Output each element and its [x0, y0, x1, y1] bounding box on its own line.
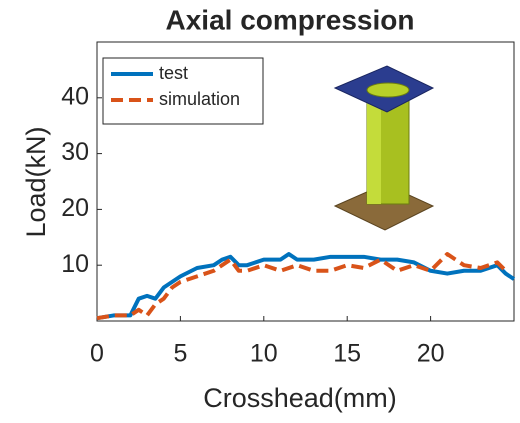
x-tick-label: 20	[417, 340, 445, 368]
data-line	[97, 254, 506, 318]
data-line	[97, 254, 514, 318]
x-tick-label: 10	[250, 340, 278, 368]
inset-model	[335, 66, 433, 230]
x-tick-label: 0	[90, 340, 104, 368]
chart-title: Axial compression	[166, 4, 415, 35]
x-tick-label: 5	[173, 340, 187, 368]
x-axis-label: Crosshead(mm)	[203, 383, 397, 413]
y-tick-label: 30	[61, 138, 89, 166]
legend-label: test	[159, 63, 188, 83]
chart: Axial compression Crosshead(mm) Load(kN)…	[0, 0, 520, 423]
x-tick-label: 15	[333, 340, 361, 368]
y-tick-label: 20	[61, 194, 89, 222]
y-tick-label: 40	[61, 82, 89, 110]
y-tick-label: 10	[61, 250, 89, 278]
legend-label: simulation	[159, 89, 240, 109]
y-axis-label: Load(kN)	[21, 126, 51, 237]
